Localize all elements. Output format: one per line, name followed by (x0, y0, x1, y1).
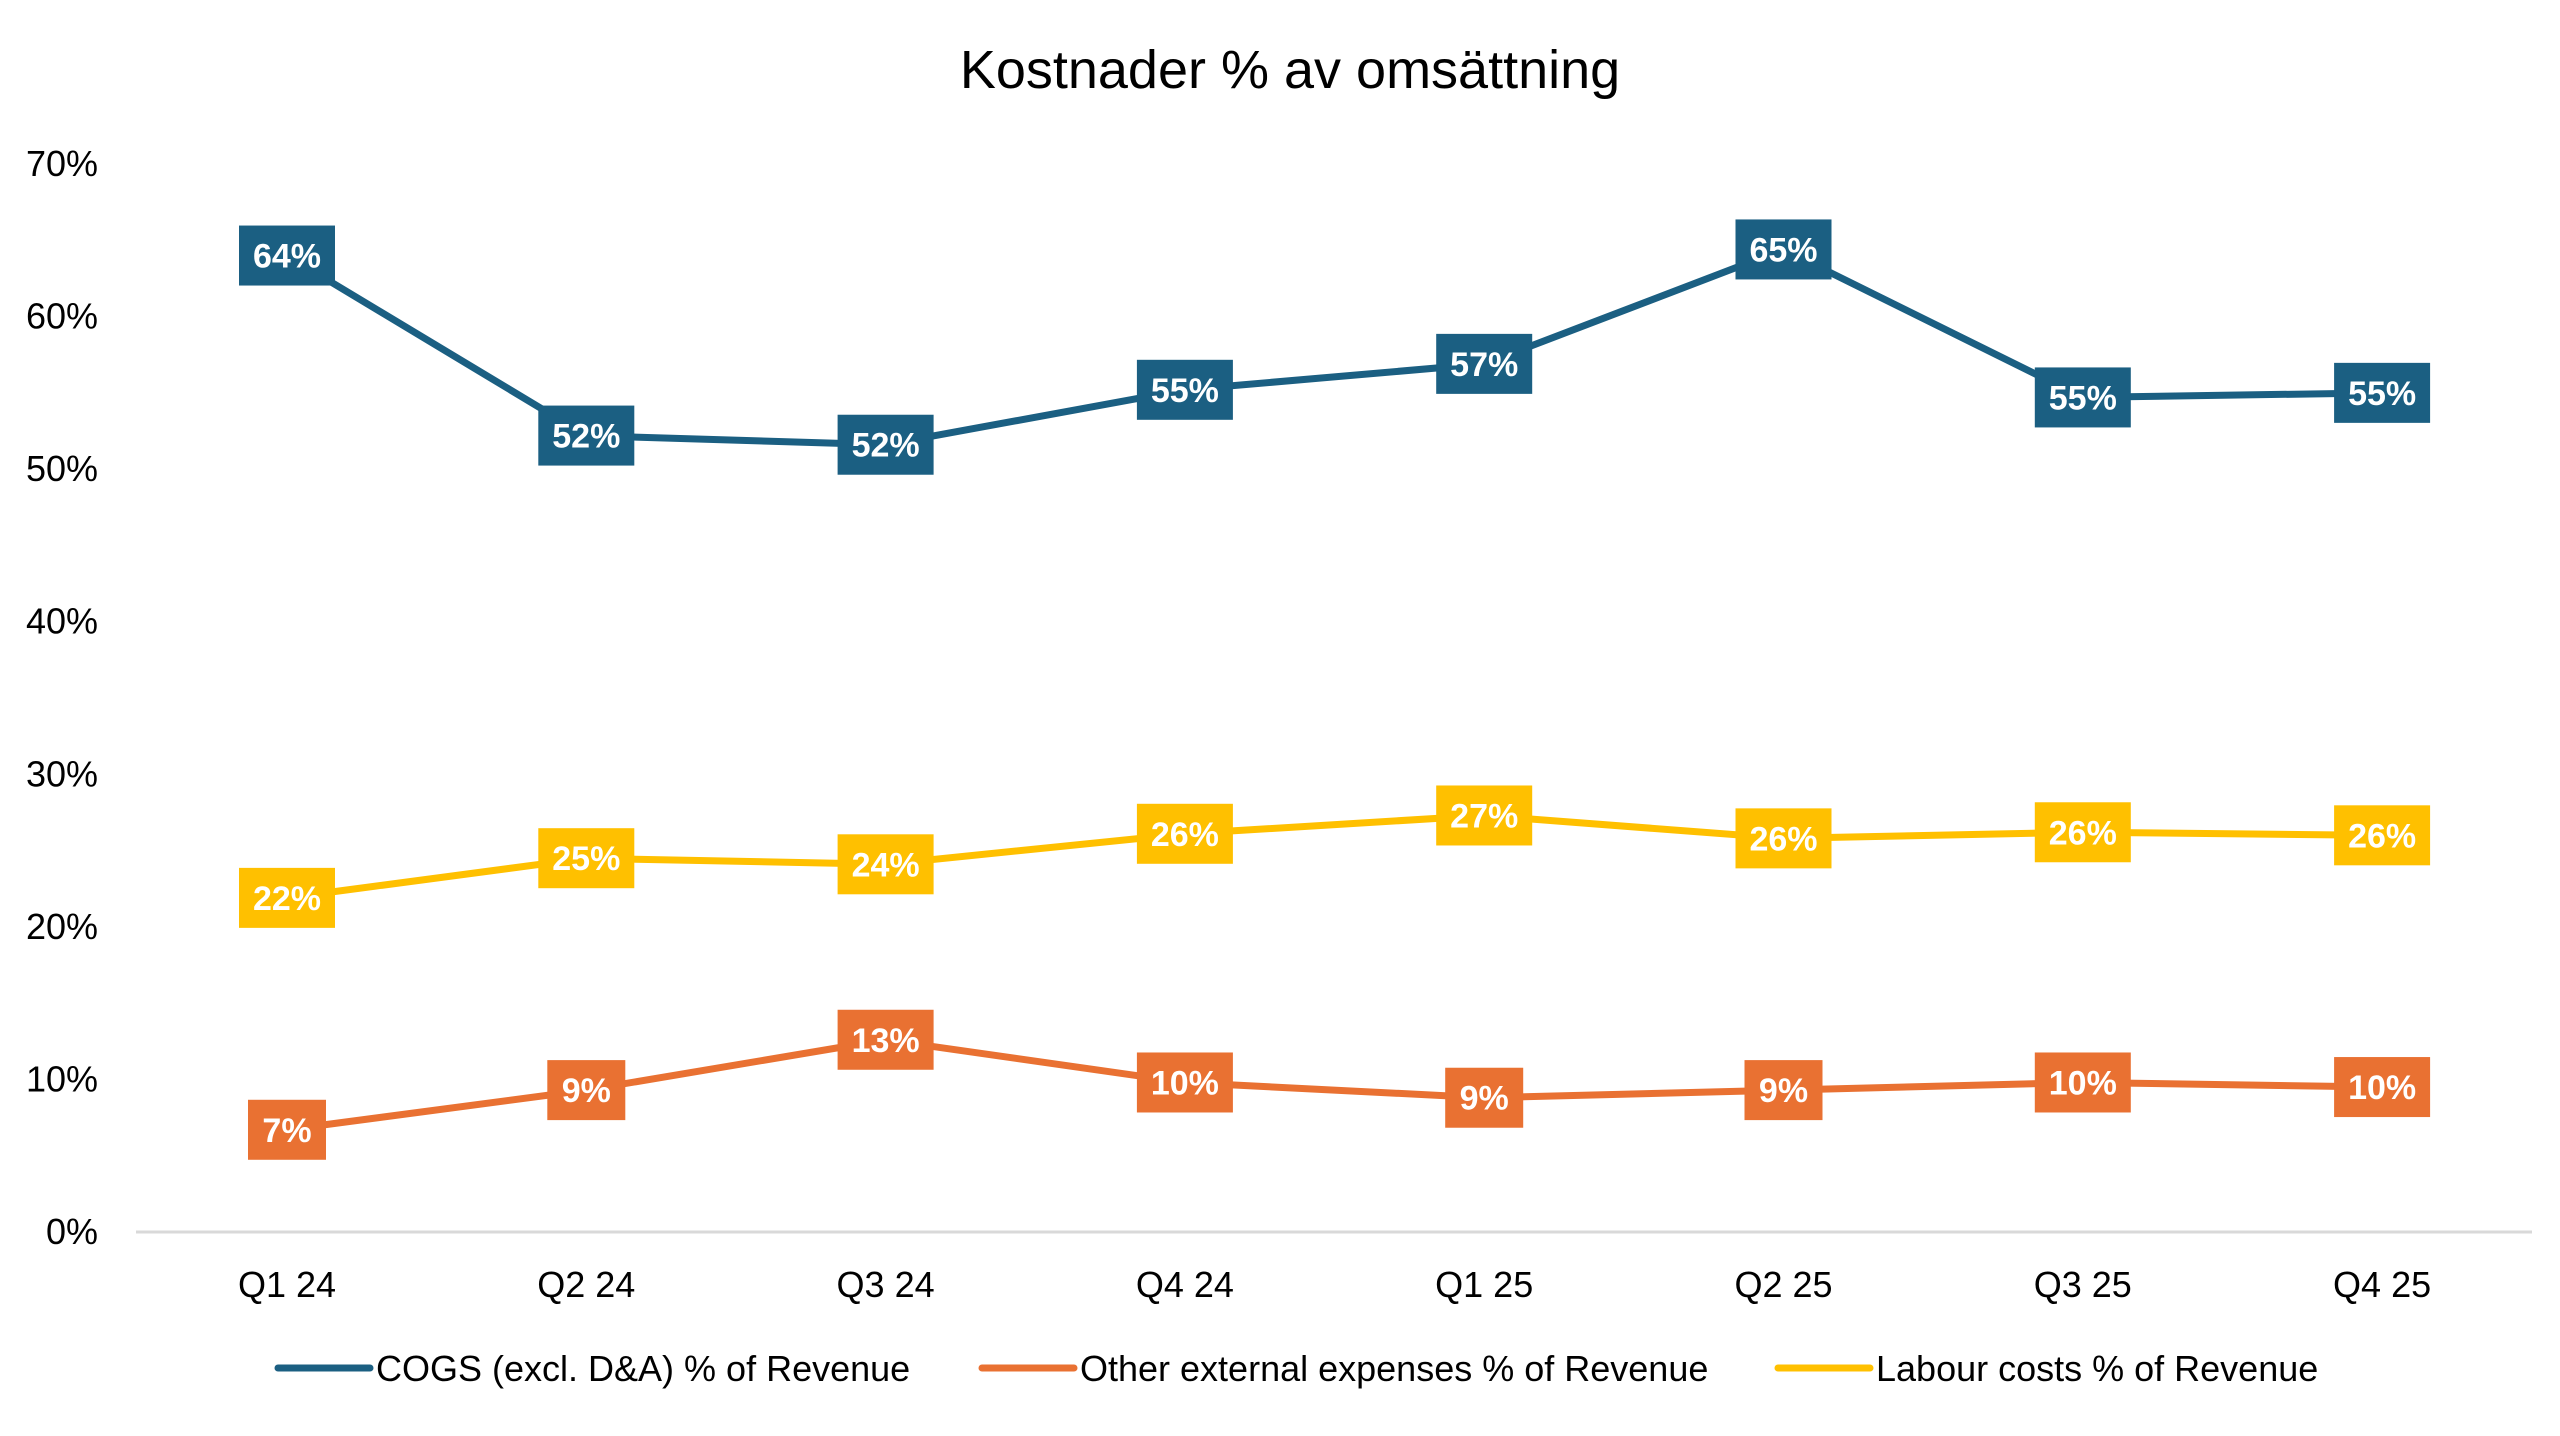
series-line (283, 1036, 2386, 1134)
data-label-box (1436, 785, 1533, 846)
data-label-box (837, 414, 934, 475)
data-label: 10% (2348, 1069, 2416, 1107)
data-label: 26% (2049, 814, 2117, 852)
data-label: 26% (2348, 817, 2416, 855)
data-label-box (2034, 802, 2131, 863)
data-label-box (2334, 1057, 2431, 1118)
y-tick-label: 10% (26, 1058, 98, 1099)
data-label: 55% (1151, 372, 1219, 410)
data-label-box (538, 405, 635, 466)
y-tick-label: 40% (26, 601, 98, 642)
data-label-box (547, 1060, 626, 1121)
data-label-box (1744, 1060, 1823, 1121)
data-label: 55% (2049, 379, 2117, 417)
data-label: 24% (852, 846, 920, 884)
legend-label: Other external expenses % of Revenue (1080, 1348, 1708, 1389)
data-label-box (1136, 359, 1233, 420)
legend-item: Labour costs % of Revenue (1774, 1348, 2318, 1389)
legend-item: Other external expenses % of Revenue (978, 1348, 1708, 1389)
series-2: 7% 9% 13% 10% 9% 9% 10% 10% (248, 1009, 2431, 1160)
chart-title: Kostnader % av omsättning (960, 40, 1620, 100)
y-tick-label: 30% (26, 753, 98, 794)
data-label-box (837, 834, 934, 895)
data-label: 57% (1450, 346, 1518, 384)
data-label-box (1735, 808, 1832, 869)
y-tick-label: 60% (26, 296, 98, 337)
data-label-box (239, 867, 335, 928)
x-tick-label: Q1 25 (1435, 1264, 1533, 1305)
x-tick-label: Q2 25 (1734, 1264, 1832, 1305)
data-label-box (2334, 805, 2431, 866)
data-label-box (1445, 1067, 1524, 1128)
series-line (283, 245, 2386, 449)
data-label-box (2334, 362, 2431, 423)
data-label: 26% (1151, 816, 1219, 854)
series-layer: 64% 52% 52% 55% 57% 65% 55% 55% 7% 9% 13% 10% 9% 9% 10… (239, 219, 2431, 1160)
data-label: 27% (1450, 797, 1518, 835)
data-label: 55% (2348, 375, 2416, 413)
data-label: 65% (1749, 231, 1817, 269)
y-tick-label: 20% (26, 906, 98, 947)
x-tick-label: Q2 24 (537, 1264, 635, 1305)
data-label: 10% (1151, 1064, 1219, 1102)
x-tick-label: Q3 24 (837, 1264, 935, 1305)
x-tick-label: Q4 24 (1136, 1264, 1234, 1305)
data-label: 7% (262, 1112, 311, 1150)
x-axis: Q1 24 Q2 24 Q3 24 Q4 24 Q1 25 Q2 25 Q3 25 Q4 25 (238, 1264, 2431, 1305)
data-label: 52% (852, 427, 920, 465)
x-tick-label: Q1 24 (238, 1264, 336, 1305)
data-label: 10% (2049, 1064, 2117, 1102)
y-tick-label: 0% (46, 1211, 98, 1252)
x-tick-label: Q4 25 (2333, 1264, 2431, 1305)
legend-item: COGS (excl. D&A) % of Revenue (274, 1348, 910, 1389)
data-label: 9% (562, 1072, 611, 1110)
data-label-box (1436, 333, 1533, 394)
data-label-box (2034, 1052, 2131, 1113)
series-1: 64% 52% 52% 55% 57% 65% 55% 55% (239, 219, 2431, 475)
series-line (283, 811, 2386, 902)
data-label: 22% (253, 880, 321, 918)
y-tick-label: 70% (26, 143, 98, 184)
data-label-box (1136, 803, 1233, 864)
data-label: 64% (253, 238, 321, 276)
data-label-box (1735, 219, 1832, 280)
data-label: 26% (1749, 820, 1817, 858)
data-label: 52% (552, 418, 620, 456)
series-3: 22% 25% 24% 26% 27% 26% 26% 26% (239, 785, 2431, 928)
data-label-box (538, 828, 635, 889)
data-label-box (248, 1099, 326, 1160)
legend-label: Labour costs % of Revenue (1876, 1348, 2318, 1389)
data-label-box (1136, 1052, 1233, 1113)
data-label-box (837, 1009, 934, 1070)
y-tick-label: 50% (26, 448, 98, 489)
data-label-box (2034, 367, 2131, 428)
data-label: 13% (852, 1022, 920, 1060)
y-axis: 0% 10% 20% 30% 40% 50% 60% 70% (26, 143, 98, 1252)
data-label: 9% (1460, 1080, 1509, 1118)
legend-label: COGS (excl. D&A) % of Revenue (376, 1348, 910, 1389)
legend: COGS (excl. D&A) % of Revenue Other exter… (274, 1348, 2318, 1389)
data-label: 25% (552, 840, 620, 878)
data-label: 9% (1759, 1072, 1808, 1110)
x-tick-label: Q3 25 (2034, 1264, 2132, 1305)
data-label-box (239, 225, 335, 286)
